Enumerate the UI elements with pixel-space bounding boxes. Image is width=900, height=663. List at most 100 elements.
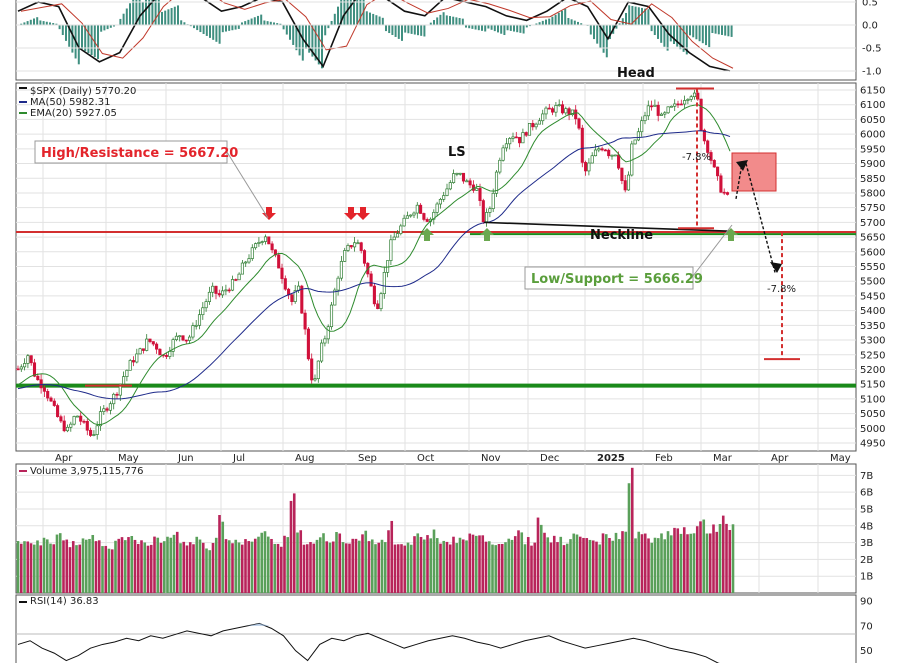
candle-body (478, 188, 482, 201)
macd-hist-bar (705, 25, 707, 46)
macd-hist-bar (20, 23, 23, 25)
date-tick-label: Nov (481, 453, 501, 464)
candle-body (422, 213, 426, 220)
volume-bar (627, 483, 631, 593)
candle-body (313, 378, 317, 381)
volume-bar (149, 544, 153, 593)
volume-bar (416, 533, 420, 593)
macd-hist-bar (45, 21, 48, 25)
macd-hist-bar (58, 25, 61, 30)
date-tick-label: Jun (177, 453, 194, 464)
candle-body (590, 155, 594, 164)
sell-arrow (262, 207, 276, 220)
candle-body (511, 136, 515, 139)
candle-body (673, 103, 677, 107)
volume-bar (526, 537, 530, 593)
price-tick-label: 5650 (860, 233, 885, 244)
candle-body (237, 273, 241, 281)
macd-hist-bar (621, 18, 624, 25)
candle-body (356, 242, 360, 245)
ma50-line (17, 130, 731, 400)
macd-hist-bar (311, 25, 314, 57)
volume-bar (78, 544, 82, 593)
macd-hist-bar (365, 11, 368, 25)
macd-hist-bar (81, 25, 83, 50)
candle-body (712, 160, 716, 168)
macd-hist-bar (68, 25, 71, 47)
candle-body (445, 188, 449, 196)
macd-hist-bar (362, 0, 365, 25)
candle-body (524, 132, 528, 136)
candle-body (188, 336, 192, 341)
macd-hist-bar (717, 25, 720, 35)
candle-body (89, 429, 93, 436)
volume-bar (656, 538, 660, 593)
volume-bar (153, 536, 156, 593)
candle-body (574, 109, 578, 120)
candle-body (633, 139, 637, 145)
macd-hist-bar (449, 16, 451, 25)
low-support-callout: Low/Support = 5666.29 (524, 224, 733, 290)
candle-body (587, 162, 591, 172)
macd-histogram (17, 0, 733, 69)
volume-bar (660, 533, 663, 593)
macd-hist-bar (455, 17, 458, 25)
macd-hist-bar (516, 25, 519, 33)
macd-hist-bar (61, 25, 64, 36)
macd-hist-bar (698, 25, 701, 42)
volume-bar (539, 524, 543, 593)
candle-body (666, 106, 670, 114)
candle-body (349, 245, 353, 248)
candle-body (706, 140, 710, 153)
candle-body (584, 162, 588, 172)
sell-arrow (344, 207, 358, 220)
macd-hist-bar (250, 18, 253, 25)
candle-body (508, 138, 512, 145)
macd-signal-line (20, 0, 734, 69)
volume-bar (166, 536, 169, 593)
macd-hist-bar (721, 25, 723, 35)
volume-bar (195, 536, 199, 593)
macd-hist-bar (689, 25, 691, 36)
volume-bar (227, 540, 231, 593)
volume-bar (292, 493, 296, 593)
volume-bar (712, 524, 715, 593)
macd-hist-bar (343, 0, 346, 26)
volume-bar (546, 537, 550, 593)
macd-hist-bar (305, 25, 307, 49)
volume-bar (663, 539, 667, 593)
macd-hist-bar (244, 21, 247, 25)
macd-hist-bar (714, 25, 717, 34)
candle-body (448, 182, 452, 190)
candle-body (372, 285, 376, 305)
volume-bar (240, 544, 244, 593)
volume-bar (97, 540, 101, 593)
macd-hist-bar (253, 17, 256, 25)
volume-bar (42, 537, 46, 593)
macd-hist-bar (266, 21, 269, 25)
price-tick-label: 5850 (860, 174, 885, 185)
volume-bar (598, 544, 602, 593)
date-tick-label: Dec (540, 453, 559, 464)
volume-bar (283, 535, 286, 593)
candle-body (263, 236, 268, 242)
volume-bar (156, 537, 160, 593)
candle-body (247, 258, 251, 263)
candle-body (65, 426, 70, 432)
volume-bar (107, 548, 111, 593)
volume-bar (270, 538, 273, 593)
volume-tick-label: 3B (860, 538, 873, 549)
volume-bar (575, 534, 579, 593)
candle-body (409, 214, 413, 217)
macd-hist-bar (103, 25, 106, 31)
volume-bar (136, 543, 140, 593)
macd-hist-bar (93, 25, 96, 57)
candle-body (82, 420, 86, 423)
macd-hist-bar (279, 23, 282, 25)
high-resistance-label: High/Resistance = 5667.20 (41, 146, 238, 161)
macd-hist-bar (650, 25, 653, 32)
volume-bar (686, 534, 689, 593)
macd-hist-bar (154, 0, 157, 25)
candle-body (221, 290, 225, 296)
volume-bar (201, 542, 205, 593)
